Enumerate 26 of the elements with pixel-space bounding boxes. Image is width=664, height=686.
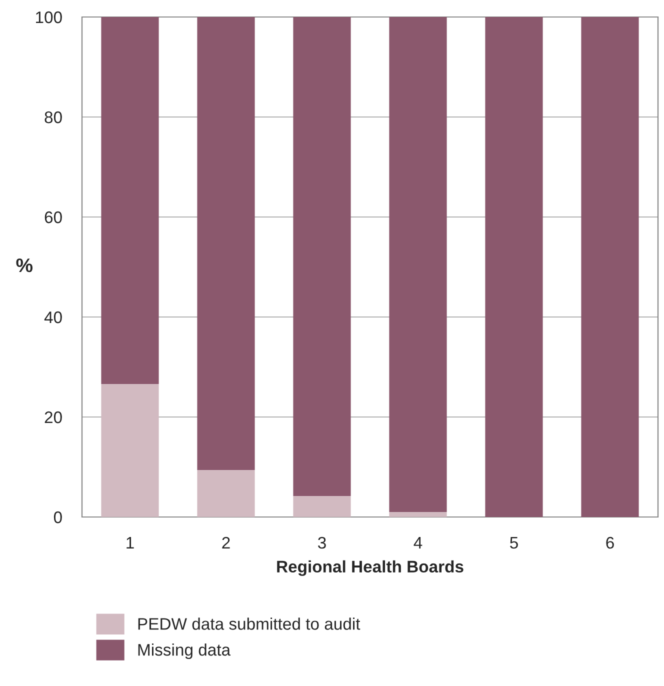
legend-label: PEDW data submitted to audit — [138, 618, 360, 630]
x-axis-title: Regional Health Boards — [277, 560, 464, 576]
bar — [581, 17, 639, 517]
bar — [101, 384, 159, 517]
x-tick-label: 1 — [126, 537, 134, 549]
bar — [101, 17, 159, 384]
bar — [389, 17, 447, 512]
x-tick-label: 3 — [318, 536, 326, 549]
x-tick-label: 4 — [414, 537, 422, 549]
y-tick-label: 80 — [44, 111, 62, 124]
bar — [197, 17, 255, 470]
y-tick-label: 40 — [44, 311, 62, 324]
bar — [485, 17, 543, 517]
legend-label: Missing data — [138, 644, 231, 660]
x-tick-label: 6 — [606, 536, 614, 549]
y-tick-label: 100 — [36, 11, 62, 24]
bar — [293, 17, 351, 496]
bar — [389, 512, 447, 517]
y-axis-title: % — [16, 258, 33, 272]
y-tick-label: 20 — [44, 411, 62, 424]
y-tick-label: 60 — [44, 211, 62, 224]
y-tick-label: 0 — [54, 511, 62, 524]
bar — [293, 496, 351, 517]
x-tick-label: 5 — [510, 537, 518, 549]
bar — [197, 470, 255, 517]
x-tick-label: 2 — [222, 536, 230, 549]
